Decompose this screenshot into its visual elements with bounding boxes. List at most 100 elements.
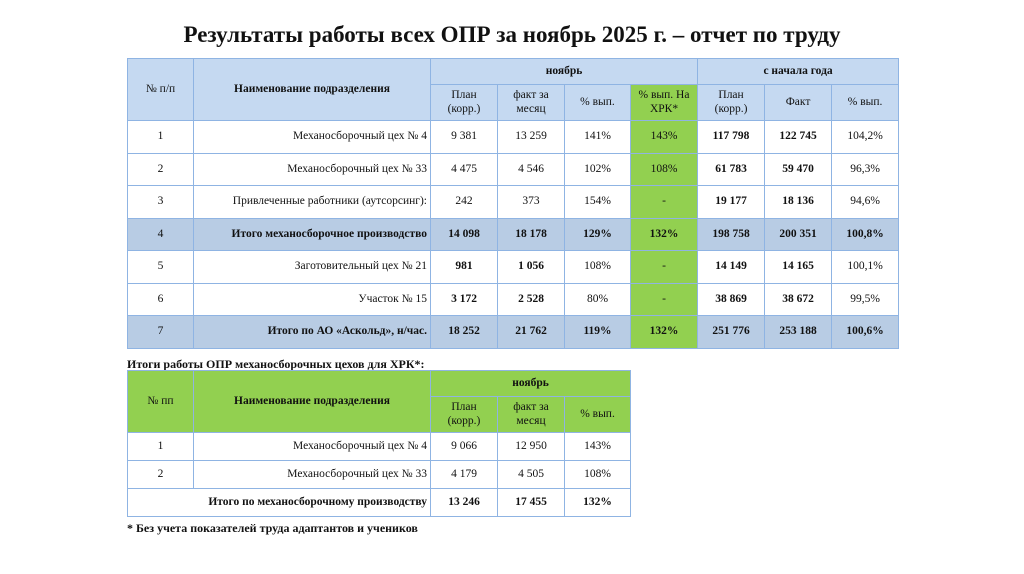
table-cell: 94,6% (831, 185, 900, 219)
table-cell: 108% (563, 460, 632, 489)
table-cell: 96,3% (831, 152, 900, 186)
table-cell: 4 505 (497, 460, 565, 489)
table-cell: Механосборочный цех № 33 (193, 152, 431, 186)
table-cell: Привлеченные работники (аутсорсинг): (193, 185, 431, 219)
table-row: № пп Наименование подразделения ноябрь (127, 370, 632, 433)
table-cell: Факт (764, 84, 833, 121)
table-cell: 38 869 (697, 282, 766, 316)
table-cell: 4 546 (497, 152, 565, 186)
table-cell: 1 (127, 120, 194, 154)
table-cell: % вып. (563, 396, 632, 433)
table-cell: 242 (430, 185, 498, 219)
table-cell: факт за месяц (497, 84, 565, 121)
table-cell: 373 (497, 185, 565, 219)
title: Результаты работы всех ОПР за ноябрь 202… (183, 22, 841, 47)
table-cell: 129% (564, 217, 631, 251)
table-cell: 9 066 (430, 432, 498, 461)
table-cell: 253 188 (764, 315, 833, 349)
table-cell: Заготовительный цех № 21 (193, 250, 431, 284)
table-cell: 122 745 (764, 120, 833, 154)
table-cell: 1 056 (497, 250, 565, 284)
table-cell: 12 950 (497, 432, 565, 461)
table-cell: 141% (564, 120, 631, 154)
table-cell: 21 762 (497, 315, 565, 349)
table-cell: 100,8% (831, 217, 900, 251)
table-row: 5 Заготовительный цех № 21 981 1 056 108% -14… (127, 250, 900, 284)
table-cell: 100,1% (831, 250, 900, 284)
table-cell: 154% (564, 185, 631, 219)
table-cell: 981 (430, 250, 498, 284)
table-cell: 38 672 (764, 282, 833, 316)
table-cell: 13 246 (430, 488, 498, 517)
table-cell: Механосборочный цех № 4 (193, 120, 431, 154)
table-cell: 19 177 (697, 185, 766, 219)
table-cell: 18 178 (497, 217, 565, 251)
table-cell: 132% (629, 315, 699, 349)
table-cell: % вып. На ХРК* (629, 84, 699, 121)
table-cell: 132% (563, 488, 632, 517)
table-cell: 2 (127, 460, 194, 489)
table-cell: 4 475 (430, 152, 498, 186)
table-cell: 104,2% (831, 120, 900, 154)
table-cell: 59 470 (764, 152, 833, 186)
table-row: 4 Итого механосборочное производство 14 09… (127, 217, 900, 251)
table-cell: 143% (629, 120, 699, 154)
table-cell: 14 165 (764, 250, 833, 284)
table-cell: 13 259 (497, 120, 565, 154)
table-cell: 3 (127, 185, 194, 219)
table-cell: Механосборочный цех № 4 (193, 432, 431, 461)
table-cell: План (корр.) (430, 396, 498, 433)
table-cell: 17 455 (497, 488, 565, 517)
table-cell: 14 149 (697, 250, 766, 284)
table-cell: 2 (127, 152, 194, 186)
table-cell: 5 (127, 250, 194, 284)
table-cell: ноябрь (429, 58, 699, 85)
table-cell: Наименование подразделения (193, 370, 431, 433)
table-cell: - (629, 282, 699, 316)
table-cell: 6 (127, 282, 194, 316)
table-row: План (корр.) факт за месяц% вып. (128, 396, 632, 433)
table-row: 6 Участок № 15 3 172 2 528 80% -38 869 38 672 9… (127, 282, 900, 316)
table-cell: 102% (564, 152, 631, 186)
table-cell: - (629, 250, 699, 284)
table-cell: 117 798 (697, 120, 766, 154)
table-row: 2 Механосборочный цех № 33 4 179 4 505 108% (127, 460, 632, 489)
table-cell: Участок № 15 (193, 282, 431, 316)
table-cell: 18 252 (430, 315, 498, 349)
table-cell: Наименование подразделения (193, 58, 431, 121)
table-cell: 1 (127, 432, 194, 461)
table-cell: 251 776 (697, 315, 766, 349)
table-cell: Итого по АО «Аскольд», н/час. (193, 315, 431, 349)
footnote: * Без учета показателей труда адаптантов… (127, 521, 418, 535)
table-cell: 99,5% (831, 282, 900, 316)
table-cell: Механосборочный цех № 33 (193, 460, 431, 489)
table-cell: 2 528 (497, 282, 565, 316)
caption: Итоги работы ОПР механосборочных цехов д… (127, 357, 425, 371)
table-cell: 9 381 (430, 120, 498, 154)
table-cell: 200 351 (764, 217, 833, 251)
table-cell: 119% (564, 315, 631, 349)
table-cell: 61 783 (697, 152, 766, 186)
table-cell: 108% (564, 250, 631, 284)
table-row: 7 Итого по АО «Аскольд», н/час. 18 252 21 7… (127, 315, 900, 349)
table-cell: ноябрь (429, 370, 632, 397)
table-row: План (корр.) факт за месяц% вып.% вып. На… (128, 84, 900, 121)
table-cell: 7 (127, 315, 194, 349)
table-row: 2 Механосборочный цех № 33 4 475 4 546 102% 1… (127, 152, 900, 186)
table-cell: План (корр.) (697, 84, 766, 121)
table-cell: 14 098 (430, 217, 498, 251)
table-cell: 108% (629, 152, 699, 186)
table-row: 3 Привлеченные работники (аутсорсинг): 242… (127, 185, 900, 219)
table-cell: № пп (127, 370, 194, 433)
table-cell: № п/п (127, 58, 194, 121)
table-cell: % вып. (831, 84, 900, 121)
hrk-table: № пп Наименование подразделения ноябрь План… (127, 370, 632, 517)
table-row: Итого по механосборочному производству 13… (127, 488, 632, 517)
table-cell: 80% (564, 282, 631, 316)
table-cell: факт за месяц (497, 396, 565, 433)
table-cell: % вып. (564, 84, 631, 121)
table-cell: 18 136 (764, 185, 833, 219)
